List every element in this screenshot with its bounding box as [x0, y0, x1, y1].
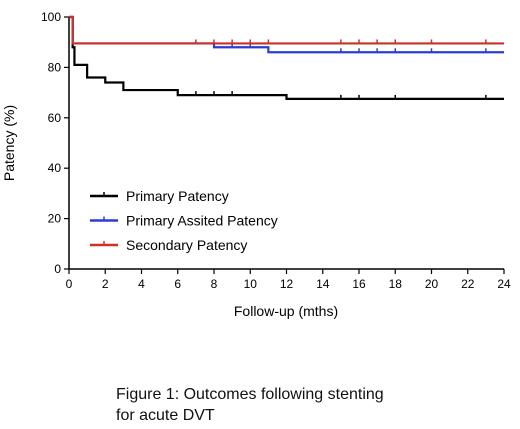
- y-tick-label: 20: [48, 212, 62, 226]
- caption-line-1: Figure 1: Outcomes following stenting: [116, 386, 384, 403]
- y-tick-label: 0: [54, 262, 61, 276]
- x-axis-title: Follow-up (mths): [234, 303, 338, 319]
- legend-label-secondary-patency: Secondary Patency: [126, 237, 247, 253]
- y-tick-label: 40: [48, 161, 62, 175]
- figure-caption: Figure 1: Outcomes following stenting fo…: [116, 384, 516, 426]
- legend-label-primary-patency: Primary Patency: [126, 188, 229, 204]
- y-tick-label: 80: [48, 60, 62, 74]
- x-tick-label: 16: [352, 277, 366, 291]
- chart-plot-area: [69, 15, 504, 100]
- x-tick-label: 4: [138, 277, 145, 291]
- x-tick-label: 20: [425, 277, 439, 291]
- x-tick-label: 14: [316, 277, 330, 291]
- x-tick-label: 12: [280, 277, 294, 291]
- x-tick-label: 6: [174, 277, 181, 291]
- series-line-secondary-patency: [69, 15, 504, 45]
- chart-legend: Primary Patency Primary Assited Patency Se…: [90, 188, 278, 253]
- y-tick-label: 60: [48, 111, 62, 125]
- x-tick-label: 2: [102, 277, 109, 291]
- series-line-primary-assited-patency: [69, 15, 504, 54]
- x-tick-label: 18: [389, 277, 403, 291]
- y-tick-label: 100: [41, 10, 61, 24]
- y-axis-title: Patency (%): [1, 105, 17, 181]
- x-tick-label: 0: [66, 277, 73, 291]
- legend-label-primary-assited-patency: Primary Assited Patency: [126, 213, 278, 229]
- series-line-primary-patency: [69, 15, 504, 100]
- x-tick-label: 24: [497, 277, 511, 291]
- x-tick-label: 22: [461, 277, 475, 291]
- x-tick-label: 8: [211, 277, 218, 291]
- caption-line-2: for acute DVT: [116, 407, 215, 424]
- x-tick-label: 10: [244, 277, 258, 291]
